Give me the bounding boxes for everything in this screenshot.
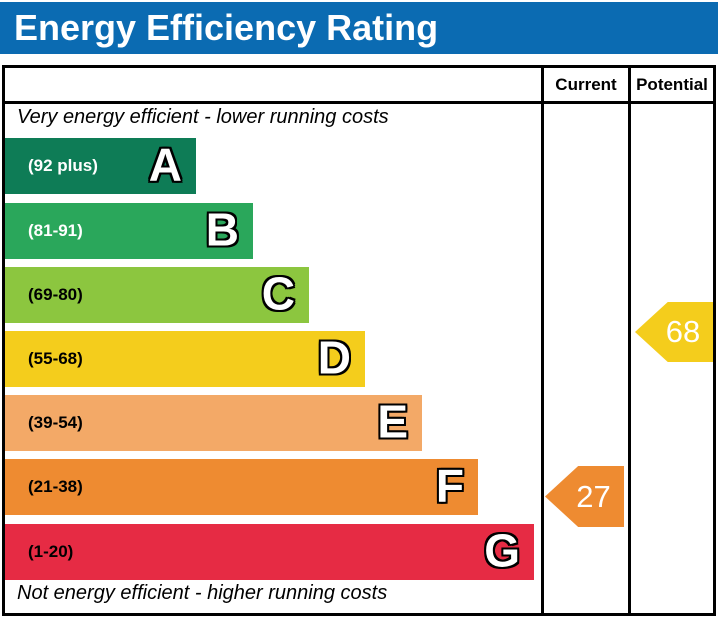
chart-frame: Current Potential Very energy efficient …: [2, 65, 716, 616]
band-range-label: (81-91): [28, 221, 83, 240]
band-a: (92 plus) A: [5, 138, 196, 194]
band-letter: A: [148, 138, 182, 191]
band-g: (1-20) G: [5, 524, 534, 580]
band-letter: C: [261, 267, 295, 320]
potential-rating-value: 68: [665, 314, 701, 349]
band-e: (39-54) E: [5, 395, 422, 451]
band-d: (55-68) D: [5, 331, 365, 387]
band-range-label: (21-38): [28, 477, 83, 496]
band-letter: B: [205, 203, 239, 256]
band-f: (21-38) F: [5, 459, 478, 515]
band-range-label: (39-54): [28, 413, 83, 432]
band-range-label: (92 plus): [28, 156, 98, 175]
current-rating-arrow: 27: [545, 466, 624, 527]
band-range-label: (69-80): [28, 285, 83, 304]
current-column-divider: [541, 68, 544, 613]
band-range-label: (55-68): [28, 349, 83, 368]
title-banner: Energy Efficiency Rating: [0, 2, 718, 54]
top-note: Very energy efficient - lower running co…: [17, 106, 389, 128]
bottom-note: Not energy efficient - higher running co…: [17, 582, 388, 604]
current-column-header: Current: [555, 74, 617, 94]
page-title: Energy Efficiency Rating: [14, 7, 439, 48]
potential-rating-arrow: 68: [635, 302, 713, 362]
band-letter: F: [435, 459, 464, 512]
header-divider: [5, 101, 713, 104]
band-letter: D: [317, 331, 351, 384]
band-b: (81-91) B: [5, 203, 253, 259]
potential-column-header: Potential: [636, 74, 708, 94]
current-rating-value: 27: [576, 478, 611, 514]
band-c: (69-80) C: [5, 267, 309, 323]
band-range-label: (1-20): [28, 542, 74, 561]
potential-column-divider: [628, 68, 631, 613]
band-letter: E: [377, 395, 408, 448]
band-letter: G: [484, 524, 520, 577]
